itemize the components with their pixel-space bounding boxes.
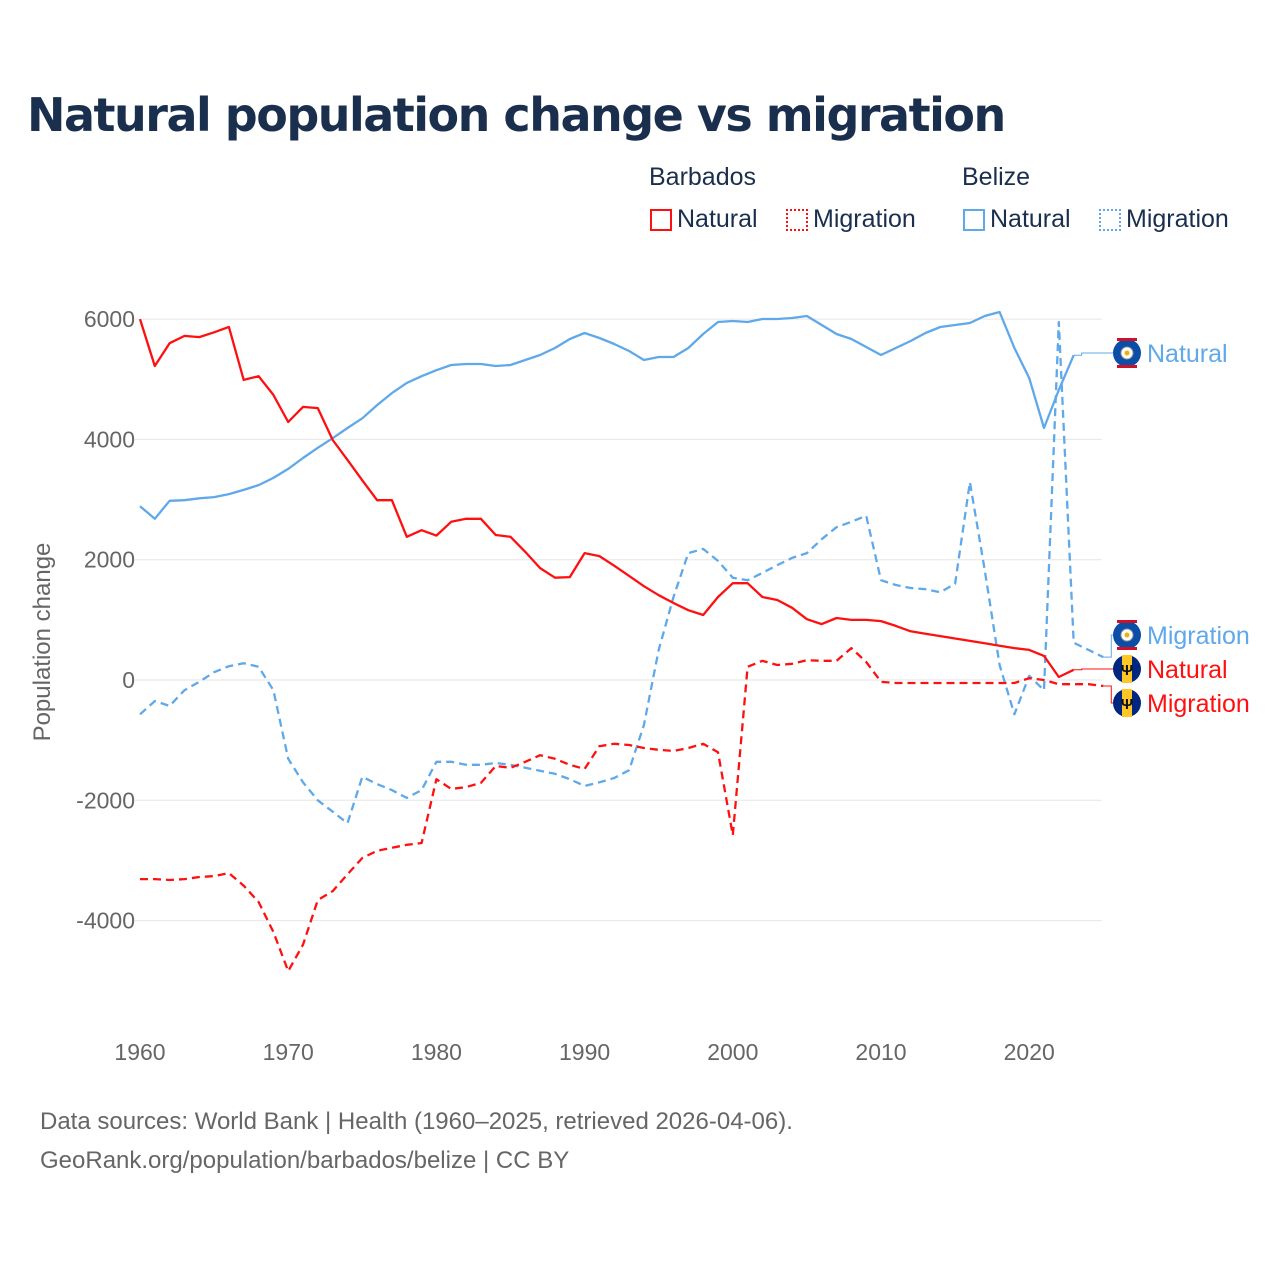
series-line-barbados-migration xyxy=(140,646,1104,973)
y-axis-label: Population change xyxy=(29,543,56,742)
y-tick-label: 6000 xyxy=(84,306,135,332)
flag-emblem xyxy=(1124,632,1130,638)
source-line-2: GeoRank.org/population/barbados/belize |… xyxy=(40,1147,570,1174)
chart-title: Natural population change vs migration xyxy=(27,88,1006,142)
end-label-connector xyxy=(1073,352,1113,356)
legend-belize-natural[interactable]: Natural xyxy=(963,205,1071,234)
legend-label: Natural xyxy=(677,205,758,233)
x-tick-label: 1990 xyxy=(559,1039,610,1065)
x-tick-label: 2020 xyxy=(1004,1039,1055,1065)
x-tick-label: 2010 xyxy=(855,1039,906,1065)
y-tick-label: 4000 xyxy=(84,426,135,452)
legend-label: Migration xyxy=(813,205,916,233)
end-label-connector xyxy=(1073,668,1113,671)
end-label-connector xyxy=(1103,685,1113,704)
flag-stripe xyxy=(1117,620,1137,623)
series-line-belize-natural xyxy=(139,310,1075,520)
legend-swatch-dotted xyxy=(786,208,808,231)
y-tick-label: -4000 xyxy=(76,908,135,934)
legend-swatch-solid xyxy=(650,208,672,231)
y-tick-label: 2000 xyxy=(84,547,135,573)
flag-stripe xyxy=(1117,647,1137,650)
series-line-belize-migration xyxy=(139,320,1104,825)
legend-label: Migration xyxy=(1126,205,1229,233)
end-label: Natural xyxy=(1147,656,1228,684)
legend-barbados-migration[interactable]: Migration xyxy=(786,205,916,234)
flag-emblem xyxy=(1124,350,1130,356)
legend-swatch-dotted xyxy=(1099,208,1121,231)
y-tick-label: 0 xyxy=(122,667,135,693)
end-label: Natural xyxy=(1147,340,1228,368)
y-tick-label: -2000 xyxy=(76,787,135,813)
x-tick-label: 1970 xyxy=(263,1039,314,1065)
legend-group-belize: Belize xyxy=(962,163,1031,191)
flag-stripe xyxy=(1122,689,1132,717)
legend-swatch-solid xyxy=(963,208,985,231)
flag-stripe xyxy=(1122,655,1132,683)
legend-barbados-natural[interactable]: Natural xyxy=(650,205,758,234)
flag-stripe xyxy=(1117,338,1137,341)
legend-label: Natural xyxy=(990,205,1071,233)
legend-group-barbados: Barbados xyxy=(649,163,757,191)
end-label: Migration xyxy=(1147,690,1250,718)
flag-stripe xyxy=(1117,365,1137,368)
x-tick-label: 1980 xyxy=(411,1039,462,1065)
trident-glyph: Ψ xyxy=(1121,696,1133,713)
trident-glyph: Ψ xyxy=(1121,662,1133,679)
x-tick-label: 1960 xyxy=(114,1039,165,1065)
end-label: Migration xyxy=(1147,622,1250,650)
x-tick-label: 2000 xyxy=(707,1039,758,1065)
source-line-1: Data sources: World Bank | Health (1960–… xyxy=(40,1108,793,1135)
legend-belize-migration[interactable]: Migration xyxy=(1099,205,1229,234)
series-line-barbados-natural xyxy=(138,318,1075,679)
end-label-connector xyxy=(1103,634,1113,658)
